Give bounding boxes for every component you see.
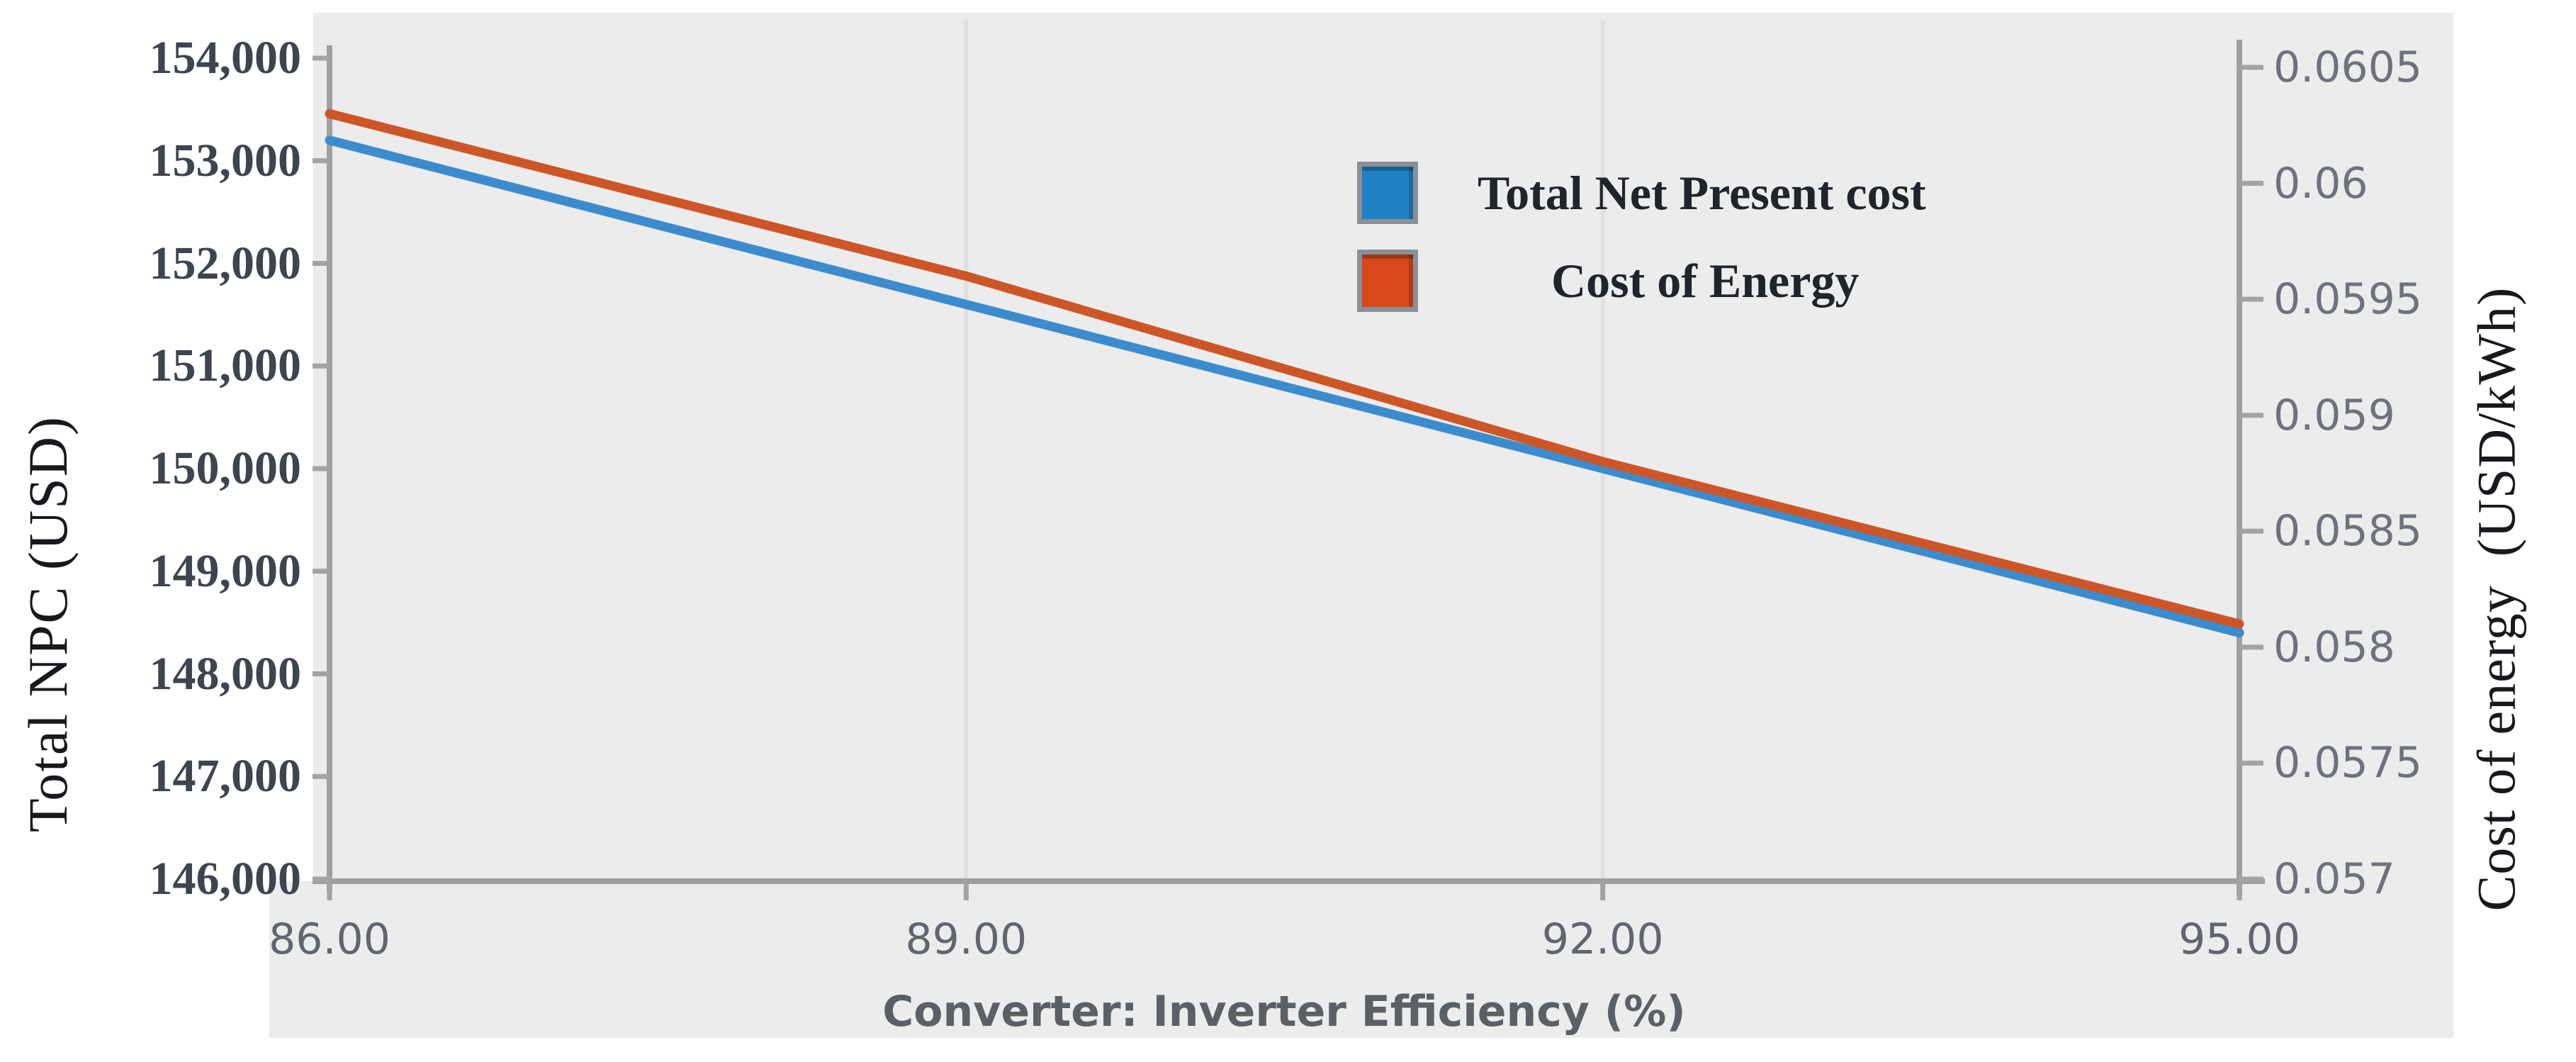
x-axis-tick-label: 89.00 bbox=[905, 915, 1028, 964]
left-axis-tick-label: 149,000 bbox=[149, 544, 302, 597]
right-axis-tick-label: 0.057 bbox=[2273, 854, 2395, 904]
left-axis-tick-label: 146,000 bbox=[149, 853, 302, 905]
legend-swatch-total-net-present-cost bbox=[1357, 162, 1418, 224]
x-axis-title: Converter: Inverter Efficiency (%) bbox=[882, 987, 1686, 1036]
left-axis-title: Total NPC (USD) bbox=[17, 415, 79, 832]
legend-label-total-net-present-cost: Total Net Present cost bbox=[1478, 166, 1926, 220]
left-axis-tick-label: 150,000 bbox=[149, 442, 302, 494]
plot-background-bottom-strip bbox=[269, 881, 2453, 1038]
right-axis-title: Cost of energy (USD/kWh) bbox=[2467, 286, 2527, 912]
legend-item-cost-of-energy: Cost of Energy bbox=[1357, 250, 1926, 312]
right-axis-tick-label: 0.0575 bbox=[2273, 738, 2422, 788]
left-axis-tick-label: 152,000 bbox=[149, 237, 302, 289]
legend-swatch-cost-of-energy bbox=[1357, 250, 1418, 312]
left-axis-tick-label: 153,000 bbox=[149, 134, 302, 186]
left-axis-tick-label: 147,000 bbox=[149, 750, 302, 803]
series-line-cost-of-energy bbox=[325, 108, 2244, 629]
right-axis-tick-label: 0.0595 bbox=[2273, 274, 2422, 325]
left-axis-tick-label: 148,000 bbox=[149, 647, 302, 700]
right-axis-tick-label: 0.06 bbox=[2273, 158, 2368, 208]
legend: Total Net Present cost Cost of Energy bbox=[1357, 162, 1926, 337]
right-axis-tick-label: 0.059 bbox=[2273, 390, 2395, 440]
right-axis-tick-label: 0.058 bbox=[2273, 622, 2395, 672]
x-axis-tick-label: 92.00 bbox=[1541, 915, 1664, 964]
legend-label-cost-of-energy: Cost of Energy bbox=[1551, 254, 1860, 308]
right-axis-tick-label: 0.0585 bbox=[2273, 506, 2422, 557]
left-axis-tick-label: 151,000 bbox=[149, 340, 302, 392]
x-axis-tick-label: 86.00 bbox=[269, 915, 390, 964]
right-axis-tick-label: 0.0605 bbox=[2273, 43, 2422, 92]
series-line-total-net-present-cost bbox=[325, 135, 2244, 638]
legend-item-total-net-present-cost: Total Net Present cost bbox=[1357, 162, 1926, 224]
x-axis-tick-label: 95.00 bbox=[2178, 915, 2300, 964]
left-axis-tick-label: 154,000 bbox=[149, 32, 302, 84]
